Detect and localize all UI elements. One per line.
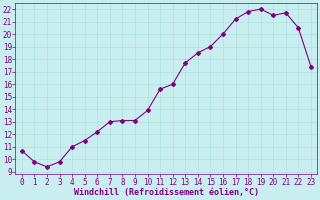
X-axis label: Windchill (Refroidissement éolien,°C): Windchill (Refroidissement éolien,°C)	[74, 188, 259, 197]
